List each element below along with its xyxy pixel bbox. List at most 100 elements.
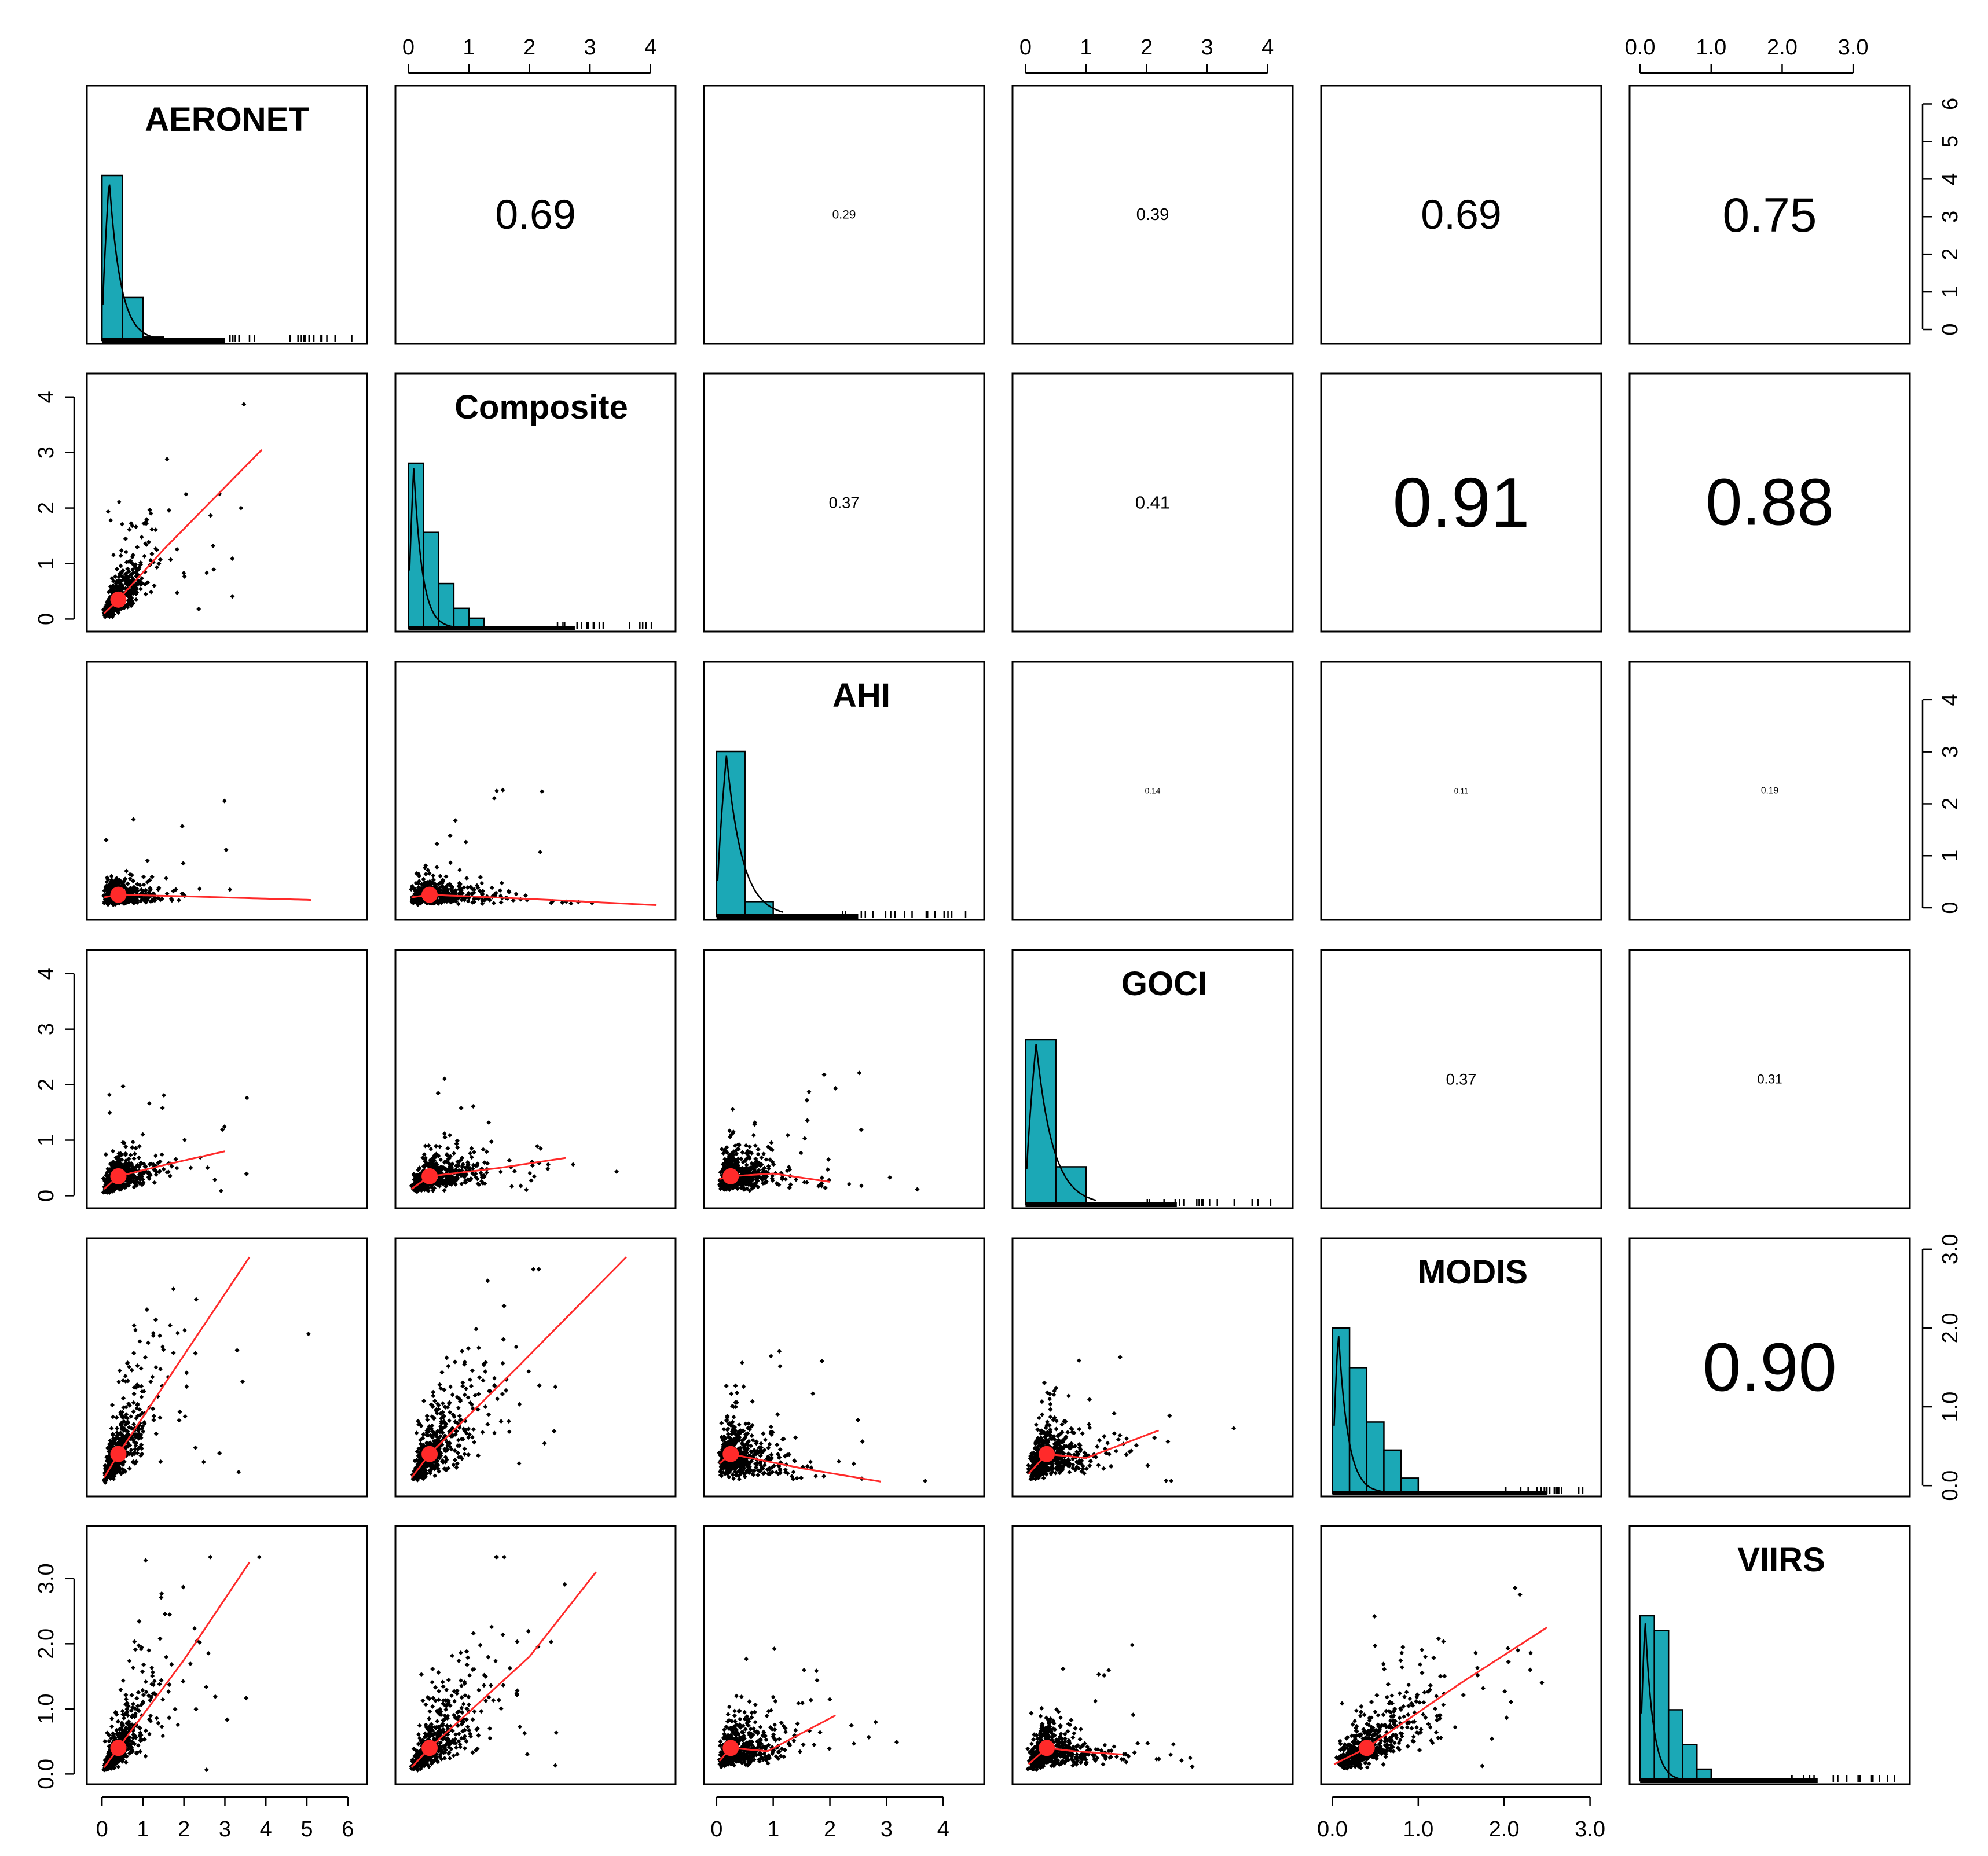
data-point (147, 507, 152, 512)
histogram-bar-viirs-1 (1653, 1630, 1670, 1782)
data-point (130, 555, 135, 560)
data-point (156, 561, 162, 566)
scatter-panel-2-1 (394, 661, 677, 921)
centroid-marker-3-0 (110, 1168, 127, 1184)
correlation-panel-1-3 (1011, 372, 1294, 633)
data-point (143, 592, 148, 597)
correlation-value-1-3: 0.41 (1135, 493, 1170, 513)
data-point (105, 877, 111, 882)
data-point (129, 596, 134, 601)
data-point (197, 886, 202, 892)
diagonal-panel-goci (1011, 949, 1294, 1209)
data-point (131, 817, 136, 822)
data-point (124, 571, 129, 576)
correlation-panel-2-4 (1320, 661, 1602, 921)
scatter-panel-4-2 (703, 1237, 985, 1498)
data-point (211, 567, 217, 572)
histogram-bar-ahi-0 (716, 750, 746, 918)
panels-layer: 0.69 0.29 0.39 0.69 0.750.37 0.41 0.91 0.880.14… (86, 85, 1911, 1785)
density-curve-ahi (717, 755, 783, 913)
data-point (122, 575, 127, 580)
correlation-value-1-4: 0.91 (1393, 463, 1530, 542)
data-point (196, 606, 201, 611)
correlation-panel-3-5 (1628, 949, 1911, 1209)
data-point (145, 858, 150, 863)
correlation-panel-2-5 (1628, 661, 1911, 921)
correlation-value-0-5: 0.75 (1723, 188, 1817, 242)
data-point (457, 867, 462, 872)
data-point (423, 872, 428, 877)
centroid-marker-4-1 (421, 1446, 438, 1462)
data-point (146, 540, 151, 545)
data-point (148, 511, 153, 516)
correlation-value-0-2: 0.29 (832, 208, 856, 222)
data-point (134, 597, 139, 602)
histogram-bar-viirs-3 (1682, 1744, 1698, 1782)
diagonal-panel-modis (1320, 1237, 1602, 1498)
data-point (116, 610, 121, 615)
centroid-marker-2-1 (421, 886, 438, 903)
data-point (152, 583, 157, 588)
data-point (157, 557, 163, 562)
data-point (148, 589, 153, 595)
data-point (159, 896, 164, 901)
data-point (222, 798, 227, 804)
data-point (129, 591, 134, 596)
data-point (126, 899, 131, 904)
data-point (120, 568, 126, 573)
data-point (109, 874, 114, 879)
data-point (174, 590, 179, 595)
data-point (168, 557, 173, 562)
data-point (144, 521, 149, 526)
correlation-panel-0-4 (1320, 85, 1602, 345)
data-point (129, 890, 134, 896)
data-point (138, 586, 144, 592)
centroid-marker-1-0 (110, 591, 127, 608)
data-point (154, 547, 159, 552)
scatter-panel-5-2 (703, 1525, 985, 1785)
correlation-value-2-3: 0.14 (1145, 787, 1161, 795)
variable-label-composite: Composite (454, 388, 628, 426)
centroid-marker-3-2 (722, 1168, 739, 1184)
density-curve-goci (1026, 1044, 1097, 1201)
scatter-panel-3-2 (703, 949, 985, 1209)
correlation-panel-0-3 (1011, 85, 1294, 345)
correlation-panel-0-2 (703, 85, 985, 345)
data-point (107, 883, 112, 888)
data-point (149, 551, 155, 556)
data-point (133, 886, 138, 891)
data-point (208, 513, 213, 518)
data-point (230, 594, 235, 599)
data-point (116, 585, 122, 590)
data-point (228, 887, 233, 892)
centroid-marker-2-0 (110, 886, 127, 903)
data-point (108, 609, 113, 614)
histogram-bar-modis-2 (1366, 1421, 1385, 1494)
data-point (181, 570, 186, 575)
data-point (138, 898, 144, 904)
correlation-value-1-5: 0.88 (1705, 466, 1834, 540)
correlation-value-4-5: 0.90 (1703, 1329, 1837, 1406)
data-point (204, 570, 210, 575)
data-point (108, 584, 113, 589)
data-point (118, 563, 123, 568)
correlation-value-0-3: 0.39 (1136, 206, 1169, 224)
data-point (132, 563, 137, 568)
data-point (135, 882, 140, 887)
data-point (123, 876, 128, 882)
data-point (131, 878, 136, 883)
data-point (105, 509, 111, 514)
data-point (149, 874, 155, 879)
data-point (184, 491, 189, 497)
data-point (121, 586, 126, 591)
scatter-panel-3-1 (394, 949, 677, 1209)
centroid-marker-3-1 (421, 1168, 438, 1184)
data-point (123, 578, 129, 584)
data-point (141, 882, 146, 887)
data-point (166, 508, 171, 513)
diagonal-panel-ahi (703, 661, 985, 921)
variable-label-viirs: VIIRS (1737, 1541, 1825, 1579)
data-point (134, 586, 140, 592)
data-point (230, 556, 235, 561)
data-point (116, 500, 122, 505)
